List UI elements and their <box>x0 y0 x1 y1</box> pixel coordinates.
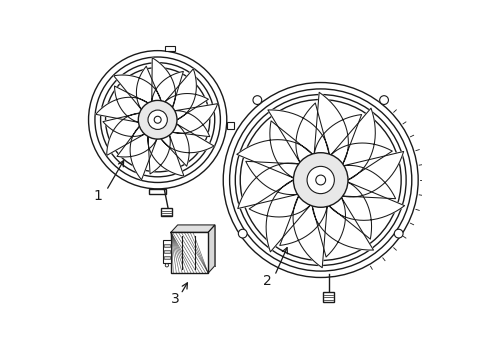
Text: 1: 1 <box>93 189 102 203</box>
Circle shape <box>238 229 246 238</box>
Polygon shape <box>313 92 361 164</box>
Circle shape <box>138 100 177 139</box>
Circle shape <box>306 166 334 194</box>
Circle shape <box>393 229 402 238</box>
Bar <box>149 189 166 194</box>
Polygon shape <box>328 181 404 239</box>
Bar <box>322 292 333 302</box>
Text: 3: 3 <box>171 292 180 306</box>
Circle shape <box>379 96 387 104</box>
Bar <box>177 225 214 266</box>
Text: 2: 2 <box>263 274 271 288</box>
Polygon shape <box>103 113 145 156</box>
Bar <box>163 240 171 263</box>
Polygon shape <box>171 225 214 232</box>
Polygon shape <box>312 197 373 257</box>
Polygon shape <box>279 196 326 268</box>
Polygon shape <box>161 123 214 166</box>
Polygon shape <box>237 161 298 208</box>
Bar <box>163 256 170 260</box>
Circle shape <box>315 175 325 185</box>
Bar <box>163 244 170 247</box>
Polygon shape <box>96 86 148 122</box>
Bar <box>164 46 175 51</box>
Circle shape <box>165 264 168 267</box>
Polygon shape <box>113 66 161 110</box>
Polygon shape <box>248 180 311 252</box>
Bar <box>161 208 171 216</box>
Polygon shape <box>236 121 312 179</box>
Polygon shape <box>117 126 157 180</box>
Bar <box>171 232 208 273</box>
Polygon shape <box>172 104 217 137</box>
Polygon shape <box>147 134 183 176</box>
Bar <box>227 122 233 129</box>
Circle shape <box>154 116 161 123</box>
Circle shape <box>293 153 347 207</box>
Polygon shape <box>208 225 214 273</box>
Polygon shape <box>164 69 208 120</box>
Bar <box>163 250 170 253</box>
Polygon shape <box>329 108 391 180</box>
Polygon shape <box>151 58 183 107</box>
Circle shape <box>148 110 167 130</box>
Polygon shape <box>267 103 328 163</box>
Polygon shape <box>342 152 403 199</box>
Circle shape <box>252 96 261 104</box>
